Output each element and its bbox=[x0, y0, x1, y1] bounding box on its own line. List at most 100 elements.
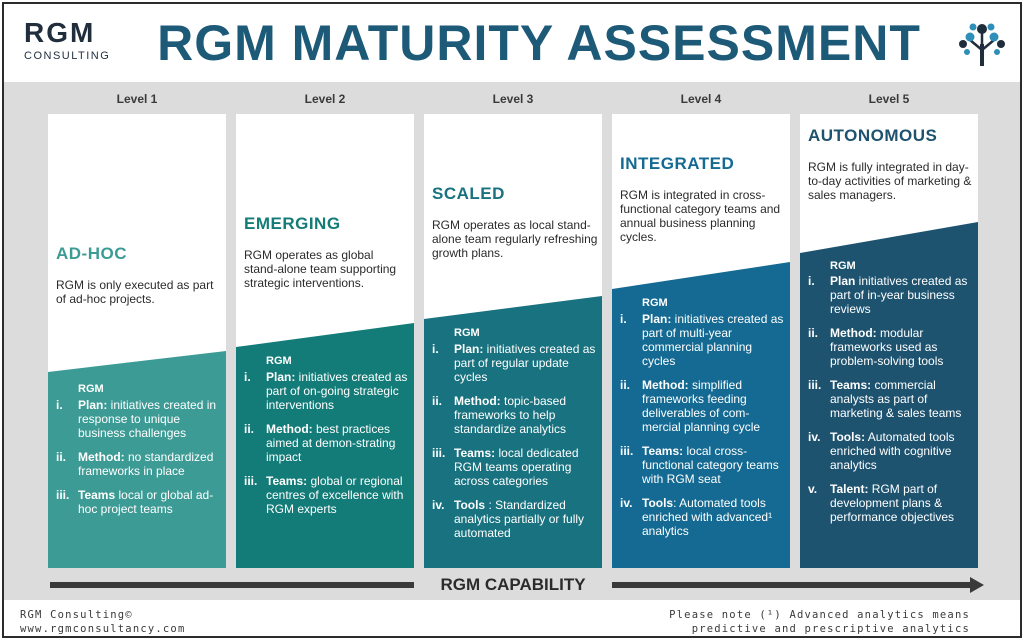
brand-name: RGM bbox=[24, 17, 96, 48]
item-key: Talent: bbox=[830, 482, 869, 496]
level-4-wedge bbox=[612, 262, 790, 568]
item-text: initiatives created as part of on-going … bbox=[266, 370, 408, 412]
list-item: v. Talent: RGM part of development plans … bbox=[808, 482, 974, 524]
item-number: i. bbox=[56, 398, 63, 412]
item-number: i. bbox=[620, 312, 627, 326]
footer-website: www.rgmconsultancy.com bbox=[20, 623, 186, 635]
level-2-description: RGM operates as global stand-alone team … bbox=[244, 248, 397, 290]
item-text: simplified frameworks feeding deliverabl… bbox=[642, 378, 761, 434]
level-4-header: Level 4 bbox=[680, 92, 722, 106]
item-number: v. bbox=[808, 482, 818, 496]
item-key: Teams: bbox=[830, 378, 872, 392]
item-number: ii. bbox=[56, 450, 67, 464]
list-item: ii. Method: simplified frameworks feeding… bbox=[620, 378, 786, 434]
item-key: Method: bbox=[454, 394, 501, 408]
level-3-items: i. Plan: initiatives created as part of r… bbox=[432, 342, 598, 550]
list-item: iii. Teams: commercial analysts as part o… bbox=[808, 378, 974, 420]
item-key: Plan: bbox=[266, 370, 296, 384]
list-item: i. Plan initiatives created as part of in… bbox=[808, 274, 974, 316]
item-number: iv. bbox=[620, 496, 633, 510]
item-text: topic-based frameworks to help standardi… bbox=[454, 394, 567, 436]
item-key: Plan: bbox=[78, 398, 108, 412]
item-key: Tools bbox=[454, 498, 486, 512]
item-key: Method: bbox=[266, 422, 313, 436]
item-number: i. bbox=[432, 342, 439, 356]
item-text: local cross-functional category teams wi… bbox=[642, 444, 779, 486]
level-5-name: AUTONOMOUS bbox=[808, 126, 938, 145]
list-item: ii. Method: best practices aimed at demon… bbox=[244, 422, 410, 464]
level-2-name: EMERGING bbox=[244, 214, 341, 233]
level-1-description: RGM is only executed as part of ad-hoc p… bbox=[56, 278, 214, 306]
level-5-column: AUTONOMOUS RGM is fully integrated in da… bbox=[800, 114, 978, 568]
item-text: no standardized frameworks in place bbox=[78, 450, 214, 478]
item-text: modular frameworks used as problem-solvi… bbox=[830, 326, 944, 368]
footer-note-line2: predictive and prescriptive analytics bbox=[691, 623, 970, 635]
item-text: initiatives created as part of regular u… bbox=[454, 342, 596, 384]
item-text: local or global ad-hoc project teams bbox=[78, 488, 214, 516]
capability-line-left bbox=[50, 582, 414, 588]
level-2-header: Level 2 bbox=[304, 92, 346, 106]
item-key: Tools: bbox=[830, 430, 866, 444]
list-item: i. Plan: initiatives created in response … bbox=[56, 398, 222, 440]
level-5-header: Level 5 bbox=[868, 92, 910, 106]
footer-note: Please note (¹) Advanced analytics means… bbox=[669, 608, 970, 636]
brand-sub: CONSULTING bbox=[24, 50, 111, 62]
item-number: ii. bbox=[620, 378, 631, 392]
list-item: iii. Teams: local dedicated RGM teams ope… bbox=[432, 446, 598, 488]
level-3-column: SCALED RGM operates as local stand-alone… bbox=[424, 114, 602, 568]
level-4-description: RGM is integrated in cross-functional ca… bbox=[620, 188, 781, 244]
list-item: i. Plan: initiatives created as part of m… bbox=[620, 312, 786, 368]
item-key: Method: bbox=[642, 378, 689, 392]
item-key: Teams bbox=[78, 488, 116, 502]
arrow-head-icon bbox=[970, 577, 984, 593]
level-4-items: i. Plan: initiatives created as part of m… bbox=[620, 312, 786, 548]
item-text: initiatives created in response to uniqu… bbox=[78, 398, 217, 440]
capability-label: RGM CAPABILITY bbox=[440, 575, 586, 594]
item-number: ii. bbox=[432, 394, 443, 408]
item-number: iii. bbox=[620, 444, 634, 458]
item-text: Automated tools enriched with cognitive … bbox=[830, 430, 955, 472]
page-title: RGM MATURITY ASSESSMENT bbox=[157, 15, 921, 71]
item-number: iii. bbox=[808, 378, 822, 392]
item-number: i. bbox=[808, 274, 815, 288]
item-key: Teams: bbox=[454, 446, 496, 460]
item-text: global or regional centres of excellence… bbox=[266, 474, 404, 516]
level-1-items: i. Plan: initiatives created in response … bbox=[56, 398, 222, 526]
level-5-items: i. Plan initiatives created as part of in… bbox=[808, 274, 974, 534]
list-item: iii. Teams local or global ad-hoc project… bbox=[56, 488, 222, 516]
level-3-name: SCALED bbox=[432, 184, 505, 203]
item-number: iii. bbox=[56, 488, 70, 502]
level-5-wedge bbox=[800, 222, 978, 568]
list-item: iii. Teams: local cross-functional catego… bbox=[620, 444, 786, 486]
footer-copyright: RGM Consulting© bbox=[20, 609, 133, 621]
tree-icon bbox=[959, 23, 1005, 66]
level-5-description: RGM is fully integrated in day-to-day ac… bbox=[808, 160, 972, 202]
level-5-rgm-label: RGM bbox=[830, 260, 856, 272]
capability-line-right bbox=[612, 582, 974, 588]
level-3-wedge bbox=[424, 296, 602, 568]
footer-note-line1: Please note (¹) Advanced analytics means bbox=[669, 609, 970, 621]
item-key: Plan: bbox=[642, 312, 672, 326]
level-3-description: RGM operates as local stand-alone team r… bbox=[432, 218, 598, 260]
level-2-items: i. Plan: initiatives created as part of o… bbox=[244, 370, 410, 526]
list-item: iv. Tools : Standardized analytics partia… bbox=[432, 498, 598, 540]
list-item: iv. Tools: Automated tools enriched with … bbox=[620, 496, 786, 538]
item-key: Method: bbox=[78, 450, 125, 464]
item-text: initiatives created as part of in-year b… bbox=[830, 274, 968, 316]
level-4-column: INTEGRATED RGM is integrated in cross-fu… bbox=[612, 114, 790, 568]
list-item: ii. Method: topic-based frameworks to hel… bbox=[432, 394, 598, 436]
item-key: Method: bbox=[830, 326, 877, 340]
item-number: i. bbox=[244, 370, 251, 384]
item-number: ii. bbox=[244, 422, 255, 436]
item-key: Plan bbox=[830, 274, 856, 288]
level-4-name: INTEGRATED bbox=[620, 154, 735, 173]
item-number: ii. bbox=[808, 326, 819, 340]
item-key: Teams: bbox=[642, 444, 684, 458]
item-key: Plan: bbox=[454, 342, 484, 356]
level-1-name: AD-HOC bbox=[56, 244, 127, 263]
item-text: initiatives created as part of multi-yea… bbox=[642, 312, 784, 368]
footer-left: RGM Consulting© www.rgmconsultancy.com bbox=[20, 608, 185, 636]
header-band bbox=[4, 4, 1020, 82]
level-2-wedge bbox=[236, 323, 414, 568]
